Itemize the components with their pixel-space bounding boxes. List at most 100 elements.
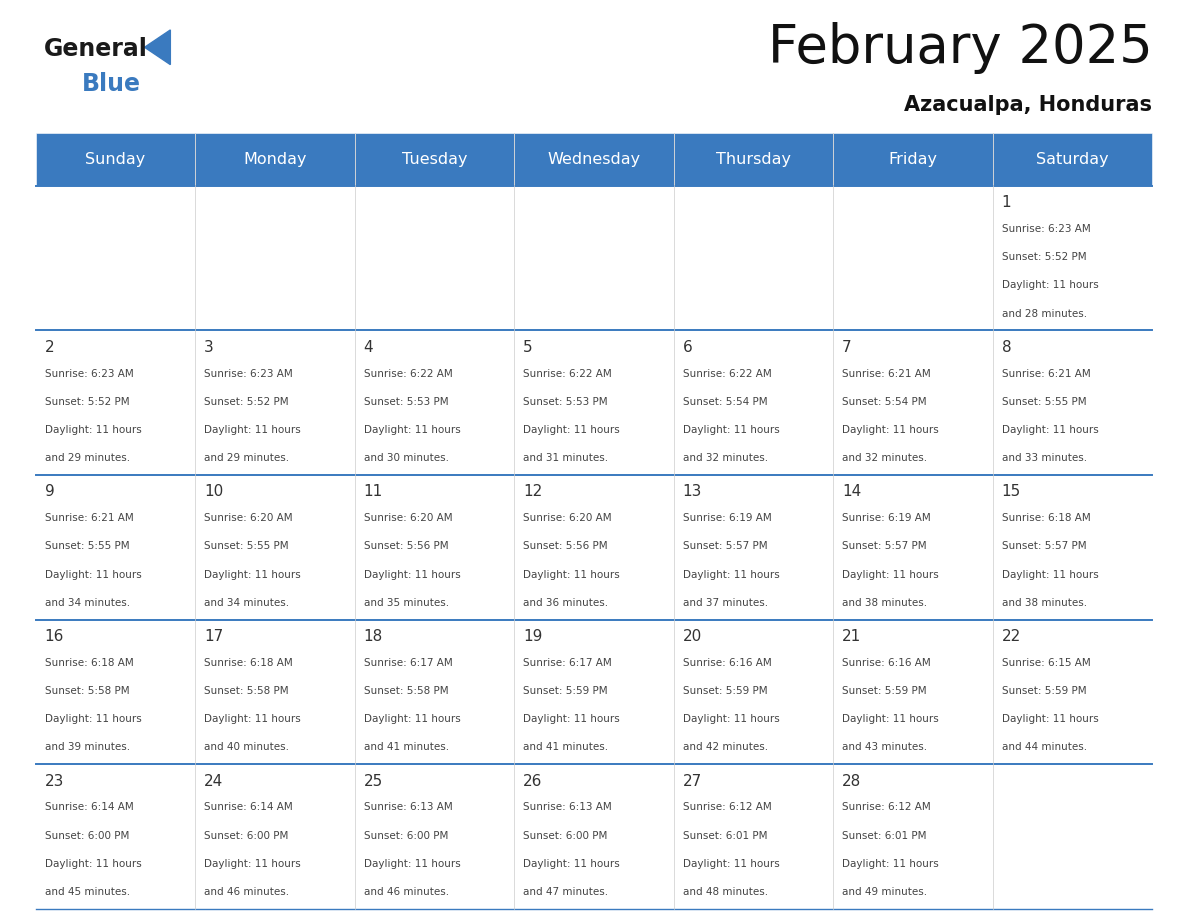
Text: 16: 16 (45, 629, 64, 644)
Text: Sunset: 5:54 PM: Sunset: 5:54 PM (683, 397, 767, 407)
Text: Sunrise: 6:16 AM: Sunrise: 6:16 AM (683, 658, 771, 668)
Text: Sunset: 5:58 PM: Sunset: 5:58 PM (204, 686, 289, 696)
Bar (355, 620, 514, 764)
Text: Daylight: 11 hours: Daylight: 11 hours (842, 570, 939, 579)
Text: Sunrise: 6:20 AM: Sunrise: 6:20 AM (364, 513, 453, 523)
Text: Sunset: 6:00 PM: Sunset: 6:00 PM (523, 831, 607, 841)
Text: Monday: Monday (244, 152, 307, 167)
Text: Sunrise: 6:22 AM: Sunrise: 6:22 AM (683, 369, 771, 379)
Bar (674, 475, 833, 620)
Text: Sunset: 6:01 PM: Sunset: 6:01 PM (683, 831, 767, 841)
Bar (833, 133, 993, 185)
Text: Sunrise: 6:12 AM: Sunrise: 6:12 AM (842, 802, 931, 812)
Text: and 32 minutes.: and 32 minutes. (683, 453, 767, 464)
Text: Sunset: 5:57 PM: Sunset: 5:57 PM (842, 542, 927, 552)
Text: Daylight: 11 hours: Daylight: 11 hours (683, 425, 779, 435)
Bar (195, 620, 355, 764)
Text: 10: 10 (204, 485, 223, 499)
Text: 17: 17 (204, 629, 223, 644)
Text: Daylight: 11 hours: Daylight: 11 hours (842, 859, 939, 868)
Text: Sunset: 6:00 PM: Sunset: 6:00 PM (204, 831, 289, 841)
Bar (36, 133, 195, 185)
Text: 25: 25 (364, 774, 383, 789)
Text: and 43 minutes.: and 43 minutes. (842, 743, 928, 753)
Text: Daylight: 11 hours: Daylight: 11 hours (523, 425, 620, 435)
Text: Thursday: Thursday (716, 152, 791, 167)
Bar (514, 133, 674, 185)
Bar (355, 475, 514, 620)
Text: Tuesday: Tuesday (402, 152, 467, 167)
Bar (355, 133, 514, 185)
Text: Sunrise: 6:17 AM: Sunrise: 6:17 AM (523, 658, 612, 668)
Text: Sunrise: 6:17 AM: Sunrise: 6:17 AM (364, 658, 453, 668)
Text: Sunset: 5:58 PM: Sunset: 5:58 PM (364, 686, 448, 696)
Text: Sunset: 5:57 PM: Sunset: 5:57 PM (683, 542, 767, 552)
Bar (514, 620, 674, 764)
Text: Daylight: 11 hours: Daylight: 11 hours (364, 570, 461, 579)
Text: and 35 minutes.: and 35 minutes. (364, 598, 449, 608)
Text: Sunset: 5:59 PM: Sunset: 5:59 PM (683, 686, 767, 696)
Text: Sunrise: 6:14 AM: Sunrise: 6:14 AM (45, 802, 133, 812)
Text: Sunset: 5:59 PM: Sunset: 5:59 PM (1001, 686, 1086, 696)
Text: Sunset: 5:56 PM: Sunset: 5:56 PM (364, 542, 448, 552)
Text: Sunset: 5:52 PM: Sunset: 5:52 PM (204, 397, 289, 407)
Bar (674, 330, 833, 475)
Bar (36, 330, 195, 475)
Text: Sunrise: 6:16 AM: Sunrise: 6:16 AM (842, 658, 931, 668)
Text: 5: 5 (523, 340, 532, 354)
Text: and 47 minutes.: and 47 minutes. (523, 887, 608, 897)
Bar (514, 185, 674, 330)
Text: 18: 18 (364, 629, 383, 644)
Text: Sunday: Sunday (86, 152, 146, 167)
Text: Daylight: 11 hours: Daylight: 11 hours (204, 425, 301, 435)
Text: General: General (44, 38, 147, 62)
Text: and 40 minutes.: and 40 minutes. (204, 743, 289, 753)
Bar (195, 330, 355, 475)
Text: Sunset: 5:55 PM: Sunset: 5:55 PM (45, 542, 129, 552)
Text: Friday: Friday (889, 152, 937, 167)
Text: 21: 21 (842, 629, 861, 644)
Text: and 30 minutes.: and 30 minutes. (364, 453, 449, 464)
Text: and 39 minutes.: and 39 minutes. (45, 743, 129, 753)
Bar (674, 185, 833, 330)
Text: Sunset: 6:00 PM: Sunset: 6:00 PM (364, 831, 448, 841)
Text: Sunset: 5:59 PM: Sunset: 5:59 PM (523, 686, 608, 696)
Text: 1: 1 (1001, 196, 1011, 210)
Bar (36, 620, 195, 764)
Text: Sunrise: 6:19 AM: Sunrise: 6:19 AM (683, 513, 771, 523)
Bar (36, 764, 195, 909)
Text: 14: 14 (842, 485, 861, 499)
Bar (514, 764, 674, 909)
Text: and 34 minutes.: and 34 minutes. (204, 598, 289, 608)
Bar (195, 764, 355, 909)
Text: Daylight: 11 hours: Daylight: 11 hours (364, 714, 461, 724)
Text: Sunset: 5:58 PM: Sunset: 5:58 PM (45, 686, 129, 696)
Bar (833, 330, 993, 475)
Text: Daylight: 11 hours: Daylight: 11 hours (842, 425, 939, 435)
Text: and 38 minutes.: and 38 minutes. (1001, 598, 1087, 608)
Text: Sunrise: 6:21 AM: Sunrise: 6:21 AM (1001, 369, 1091, 379)
Text: 15: 15 (1001, 485, 1020, 499)
Text: Daylight: 11 hours: Daylight: 11 hours (45, 859, 141, 868)
Text: Sunset: 5:57 PM: Sunset: 5:57 PM (1001, 542, 1086, 552)
Text: and 29 minutes.: and 29 minutes. (204, 453, 289, 464)
Text: Daylight: 11 hours: Daylight: 11 hours (45, 425, 141, 435)
Text: Sunrise: 6:18 AM: Sunrise: 6:18 AM (204, 658, 293, 668)
Text: and 38 minutes.: and 38 minutes. (842, 598, 928, 608)
Bar (36, 185, 195, 330)
Text: 13: 13 (683, 485, 702, 499)
Bar (355, 764, 514, 909)
Bar (674, 764, 833, 909)
Text: Saturday: Saturday (1036, 152, 1108, 167)
Text: Daylight: 11 hours: Daylight: 11 hours (683, 714, 779, 724)
Text: Sunset: 5:53 PM: Sunset: 5:53 PM (364, 397, 448, 407)
Text: Sunset: 6:00 PM: Sunset: 6:00 PM (45, 831, 129, 841)
Bar (833, 764, 993, 909)
Text: Daylight: 11 hours: Daylight: 11 hours (523, 570, 620, 579)
Text: Daylight: 11 hours: Daylight: 11 hours (523, 859, 620, 868)
Text: Sunset: 5:53 PM: Sunset: 5:53 PM (523, 397, 608, 407)
Text: Azacualpa, Honduras: Azacualpa, Honduras (904, 95, 1152, 115)
Text: Daylight: 11 hours: Daylight: 11 hours (523, 714, 620, 724)
Text: Daylight: 11 hours: Daylight: 11 hours (683, 570, 779, 579)
Text: Daylight: 11 hours: Daylight: 11 hours (204, 714, 301, 724)
